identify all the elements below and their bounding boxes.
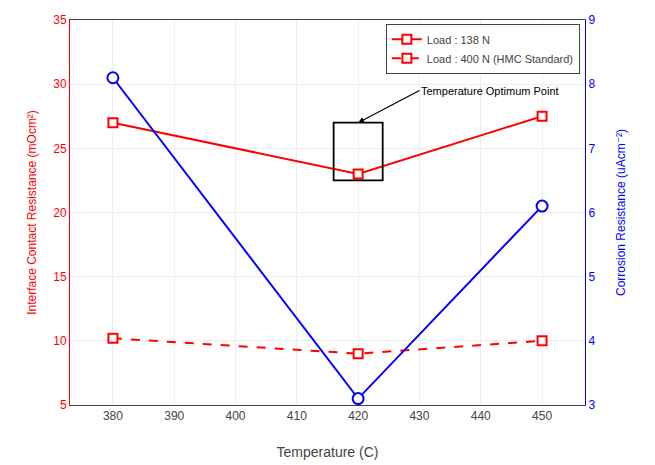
svg-text:7: 7 bbox=[588, 142, 595, 156]
svg-text:30: 30 bbox=[53, 77, 67, 91]
svg-text:5: 5 bbox=[588, 270, 595, 284]
svg-text:10: 10 bbox=[53, 334, 67, 348]
svg-text:25: 25 bbox=[53, 142, 67, 156]
svg-text:Load : 138 N: Load : 138 N bbox=[427, 34, 490, 46]
svg-text:450: 450 bbox=[532, 409, 552, 423]
svg-text:Temperature (C): Temperature (C) bbox=[277, 444, 379, 460]
svg-text:380: 380 bbox=[103, 409, 123, 423]
svg-text:Temperature Optimum Point: Temperature Optimum Point bbox=[421, 85, 559, 97]
svg-text:5: 5 bbox=[60, 398, 67, 412]
svg-text:4: 4 bbox=[588, 334, 595, 348]
svg-text:430: 430 bbox=[409, 409, 429, 423]
svg-text:3: 3 bbox=[588, 398, 595, 412]
svg-text:Interface Contact Resistance (: Interface Contact Resistance (mOcm²) bbox=[25, 110, 39, 315]
svg-text:Corrosion Resistance (uAcm⁻²): Corrosion Resistance (uAcm⁻²) bbox=[614, 129, 628, 296]
svg-text:6: 6 bbox=[588, 206, 595, 220]
svg-text:410: 410 bbox=[287, 409, 307, 423]
svg-text:400: 400 bbox=[226, 409, 246, 423]
svg-text:Load : 400 N (HMC Standard): Load : 400 N (HMC Standard) bbox=[427, 53, 573, 65]
svg-text:390: 390 bbox=[164, 409, 184, 423]
svg-text:20: 20 bbox=[53, 206, 67, 220]
svg-text:35: 35 bbox=[53, 13, 67, 27]
svg-text:9: 9 bbox=[588, 13, 595, 27]
svg-text:8: 8 bbox=[588, 77, 595, 91]
svg-text:420: 420 bbox=[348, 409, 368, 423]
svg-text:15: 15 bbox=[53, 270, 67, 284]
svg-text:440: 440 bbox=[471, 409, 491, 423]
